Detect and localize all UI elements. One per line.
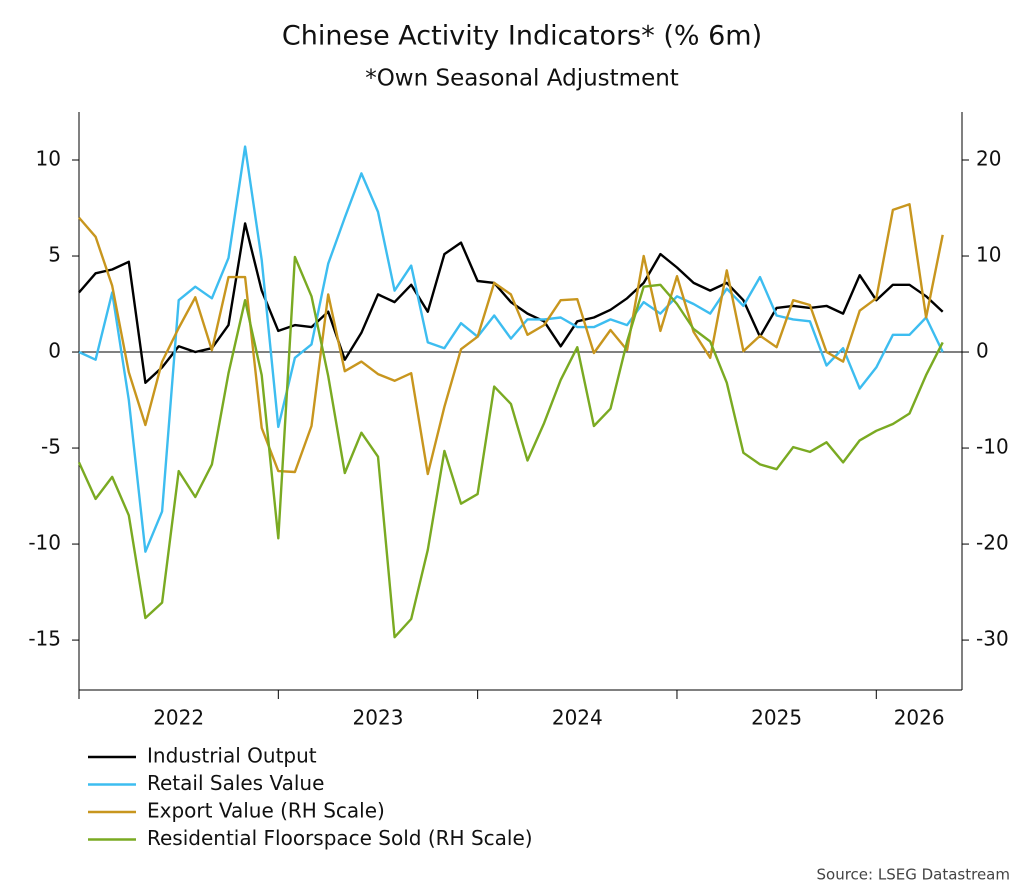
legend-label: Retail Sales Value [147, 771, 324, 795]
chart-title: Chinese Activity Indicators* (% 6m) [282, 21, 762, 52]
y-tick-label: -10 [28, 531, 61, 555]
y-tick-label: 10 [36, 147, 61, 171]
y-tick-label: -5 [41, 435, 61, 459]
x-tick-label: 2023 [353, 706, 404, 730]
source-note: Source: LSEG Datastream [817, 866, 1010, 884]
x-tick-label: 2022 [153, 706, 204, 730]
legend-label: Export Value (RH Scale) [147, 799, 385, 823]
y-tick-label: 5 [48, 243, 61, 267]
y2-tick-label: -20 [976, 531, 1009, 555]
legend-label: Industrial Output [147, 744, 317, 768]
x-tick-label: 2024 [552, 706, 603, 730]
y-tick-label: -15 [28, 627, 61, 651]
series-line [78, 222, 944, 384]
series-line [77, 255, 944, 639]
y2-tick-label: 0 [976, 339, 989, 363]
x-tick-label: 2026 [894, 706, 945, 730]
series-line [78, 203, 944, 476]
y2-tick-label: -10 [976, 435, 1009, 459]
x-tick-label: 2025 [751, 706, 802, 730]
legend-label: Residential Floorspace Sold (RH Scale) [147, 826, 533, 850]
y2-tick-label: 10 [976, 243, 1001, 267]
y2-tick-label: 20 [976, 147, 1001, 171]
y2-tick-label: -30 [976, 627, 1009, 651]
chart-subtitle: *Own Seasonal Adjustment [365, 66, 679, 92]
series-line [78, 145, 944, 553]
y-tick-label: 0 [48, 339, 61, 363]
